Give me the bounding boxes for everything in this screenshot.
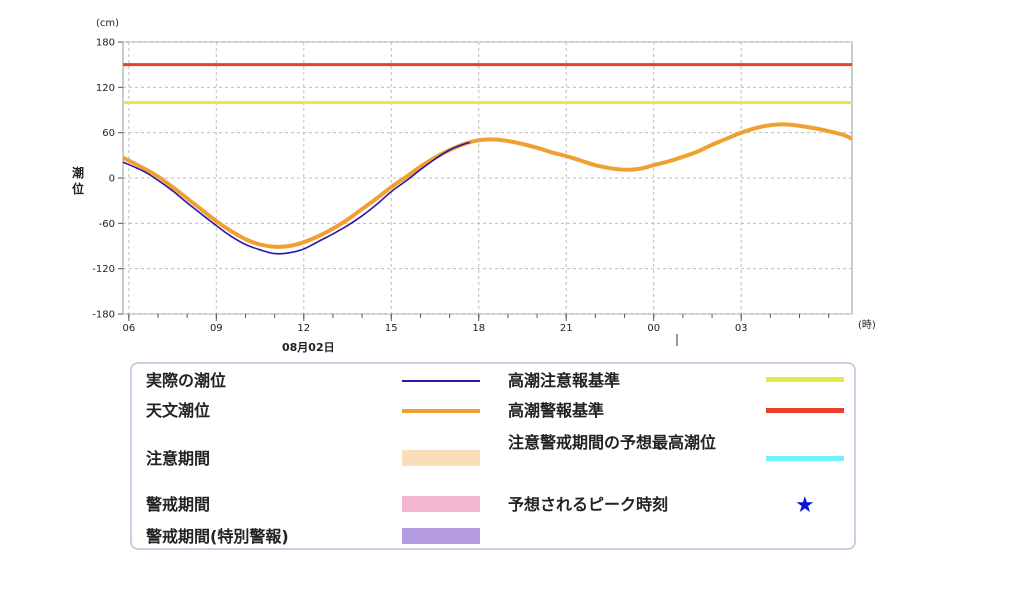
legend-label-warning-period: 警戒期間 — [146, 495, 211, 514]
y-tick-label: 120 — [96, 83, 115, 94]
legend-swatch-warning-standard — [766, 408, 844, 413]
y-tick-label: -120 — [92, 264, 115, 275]
series-line-astronomical — [122, 122, 853, 249]
legend-swatch-warning-period — [402, 496, 480, 512]
legend-swatch-warning-special — [402, 528, 480, 544]
y-tick-label: 180 — [96, 38, 115, 49]
y-tick-label: -60 — [99, 219, 115, 230]
legend-label-astro: 天文潮位 — [146, 401, 211, 420]
legend-box: 実際の潮位 天文潮位 注意期間 警戒期間 警戒期間(特別警報) 高潮注意報基準 … — [130, 362, 856, 550]
x-axis-ticks: 06 09 12 15 18 21 00 03 — [122, 314, 830, 334]
legend-label-max-forecast: 注意警戒期間の予想最高潮位 — [508, 433, 717, 452]
legend-swatch-caution-period — [402, 450, 480, 466]
legend-label-actual: 実際の潮位 — [146, 371, 227, 390]
legend-label-warning-standard: 高潮警報基準 — [508, 401, 605, 420]
legend-label-caution-period: 注意期間 — [146, 449, 211, 468]
legend-swatch-max-forecast — [766, 456, 844, 461]
series-line-actual — [122, 141, 471, 255]
date-label: 08月02日 — [282, 341, 335, 354]
legend-label-caution-standard: 高潮注意報基準 — [508, 371, 621, 390]
x-tick-label: 12 — [297, 323, 310, 334]
x-tick-label: 21 — [560, 323, 573, 334]
reference-lines — [123, 63, 852, 104]
y-axis-label-1: 潮 — [72, 165, 84, 180]
legend-label-warning-special: 警戒期間(特別警報) — [146, 527, 289, 546]
x-tick-label: 18 — [472, 323, 485, 334]
series-lines — [122, 122, 853, 255]
y-axis-label-2: 位 — [72, 181, 84, 196]
y-axis-ticks: 180 120 60 0 -60 -120 -180 — [92, 38, 123, 321]
x-tick-label: 00 — [647, 323, 660, 334]
tide-chart: 180 120 60 0 -60 -120 -180 06 09 12 15 18 21 00 03 (c… — [72, 18, 876, 354]
legend-swatch-astro — [402, 409, 480, 413]
grid-lines — [123, 41, 852, 315]
y-tick-label: -180 — [92, 310, 115, 321]
x-tick-label: 06 — [122, 323, 135, 334]
legend-swatch-actual — [402, 380, 480, 382]
x-unit-label: (時) — [858, 319, 876, 331]
x-tick-label: 15 — [385, 323, 398, 334]
y-tick-label: 0 — [109, 174, 115, 185]
y-unit-label: (cm) — [96, 18, 119, 29]
legend-label-peak-time: 予想されるピーク時刻 — [508, 495, 669, 514]
x-tick-label: 03 — [735, 323, 748, 334]
legend-swatch-caution-standard — [766, 377, 844, 382]
x-tick-label: 09 — [210, 323, 223, 334]
y-tick-label: 60 — [102, 128, 115, 139]
star-icon: ★ — [795, 493, 815, 518]
